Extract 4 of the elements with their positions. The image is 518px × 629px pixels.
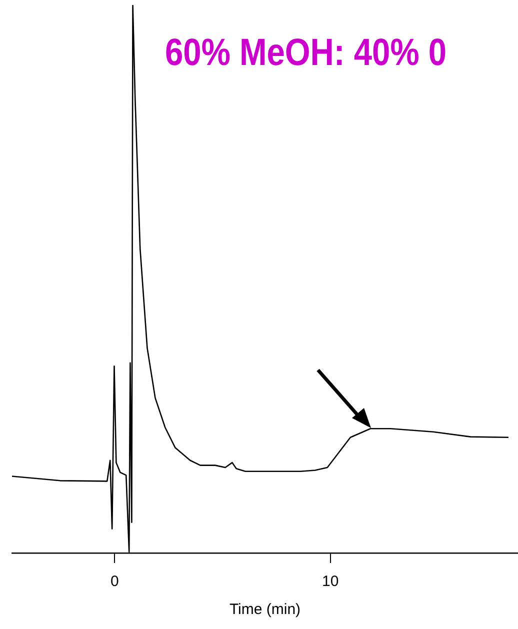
x-tick-label: 0 [110,573,119,590]
x-axis-title: Time (min) [229,601,301,618]
text: 60% MeOH: 40% 0 [165,32,447,75]
x-tick-label: 10 [322,573,339,590]
